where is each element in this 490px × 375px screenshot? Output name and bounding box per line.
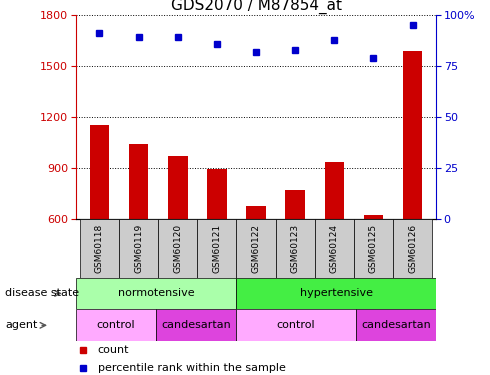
Bar [393,219,432,278]
Text: percentile rank within the sample: percentile rank within the sample [98,363,286,373]
Title: GDS2070 / M87854_at: GDS2070 / M87854_at [171,0,342,13]
Text: control: control [277,320,316,330]
Bar [80,219,119,278]
Text: GSM60126: GSM60126 [408,224,417,273]
Text: GSM60118: GSM60118 [95,224,104,273]
Bar [275,219,315,278]
Bar [119,219,158,278]
Bar [236,309,356,341]
Bar [403,51,422,219]
Bar [356,309,436,341]
Text: disease state: disease state [5,288,79,298]
Text: normotensive: normotensive [118,288,195,298]
Bar [76,278,236,309]
Text: GSM60125: GSM60125 [369,224,378,273]
Bar [237,219,275,278]
Text: agent: agent [5,320,37,330]
Text: count: count [98,345,129,355]
Text: hypertensive: hypertensive [299,288,372,298]
Text: candesartan: candesartan [361,320,431,330]
Text: GSM60121: GSM60121 [212,224,221,273]
Bar [129,144,148,219]
Bar [90,125,109,219]
Text: control: control [97,320,135,330]
Bar [76,309,156,341]
Text: GSM60124: GSM60124 [330,224,339,273]
Bar [156,309,236,341]
Bar [207,169,227,219]
Bar [197,219,237,278]
Bar [354,219,393,278]
Bar [246,206,266,219]
Bar [324,162,344,219]
Bar [236,278,436,309]
Text: GSM60122: GSM60122 [251,224,261,273]
Bar [158,219,197,278]
Bar [315,219,354,278]
Text: GSM60123: GSM60123 [291,224,300,273]
Bar [285,190,305,219]
Bar [168,156,188,219]
Text: candesartan: candesartan [161,320,231,330]
Text: GSM60119: GSM60119 [134,224,143,273]
Text: GSM60120: GSM60120 [173,224,182,273]
Bar [364,215,383,219]
